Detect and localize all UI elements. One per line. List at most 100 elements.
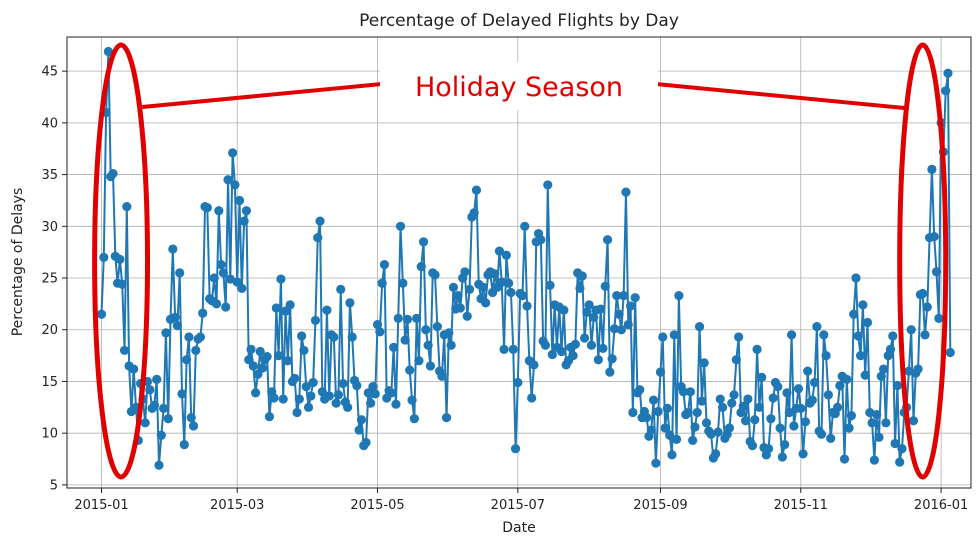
data-point bbox=[405, 365, 415, 375]
data-point bbox=[400, 335, 410, 345]
data-point bbox=[906, 325, 916, 335]
x-tick-label: 2015-09 bbox=[633, 498, 687, 513]
data-point bbox=[313, 233, 323, 243]
data-point bbox=[616, 325, 626, 335]
data-point bbox=[292, 407, 302, 418]
data-point bbox=[577, 271, 587, 281]
data-point bbox=[264, 412, 275, 422]
data-point bbox=[651, 458, 661, 468]
data-point bbox=[285, 300, 295, 310]
data-point bbox=[619, 291, 629, 301]
x-tick-label: 2015-05 bbox=[350, 498, 404, 513]
data-point bbox=[152, 374, 162, 384]
data-point bbox=[766, 414, 776, 424]
data-point bbox=[471, 185, 482, 195]
data-point bbox=[513, 377, 523, 388]
data-point bbox=[839, 454, 850, 464]
annotation-box bbox=[380, 62, 658, 110]
data-point bbox=[448, 282, 459, 292]
data-point bbox=[368, 382, 378, 392]
data-point bbox=[729, 390, 739, 400]
data-point bbox=[119, 345, 130, 356]
data-point bbox=[522, 301, 532, 311]
data-point bbox=[568, 351, 578, 361]
data-point bbox=[920, 330, 930, 340]
data-point bbox=[186, 413, 196, 423]
data-point bbox=[635, 385, 645, 395]
annotation-pointer-right bbox=[655, 82, 905, 110]
data-point bbox=[338, 378, 348, 389]
data-point bbox=[306, 391, 316, 401]
data-point bbox=[699, 358, 709, 368]
data-point bbox=[179, 439, 189, 450]
data-point bbox=[211, 299, 222, 309]
data-point bbox=[743, 394, 753, 404]
data-point bbox=[412, 313, 422, 323]
data-point bbox=[734, 332, 744, 342]
data-point bbox=[929, 232, 939, 242]
data-point bbox=[409, 414, 419, 424]
data-point bbox=[497, 277, 507, 287]
data-point bbox=[768, 393, 778, 403]
data-point bbox=[727, 398, 737, 408]
data-point bbox=[881, 418, 891, 428]
data-point bbox=[865, 407, 875, 418]
data-point bbox=[724, 423, 735, 433]
data-point bbox=[945, 347, 955, 358]
data-point bbox=[807, 395, 817, 405]
data-point bbox=[678, 387, 689, 397]
data-point bbox=[237, 283, 247, 293]
data-point bbox=[885, 344, 896, 354]
data-point bbox=[867, 418, 877, 428]
data-point bbox=[655, 367, 666, 377]
data-point bbox=[393, 313, 403, 323]
data-point bbox=[559, 305, 569, 315]
data-point bbox=[931, 267, 942, 277]
data-point bbox=[658, 332, 668, 342]
annotation-text: Holiday Season bbox=[415, 72, 623, 103]
data-point bbox=[425, 361, 436, 371]
chart-title: Percentage of Delayed Flights by Day bbox=[359, 11, 679, 31]
data-point bbox=[671, 434, 682, 444]
data-point bbox=[154, 460, 164, 470]
data-point bbox=[423, 340, 433, 350]
data-point bbox=[711, 449, 721, 459]
y-tick-label: 45 bbox=[41, 65, 58, 80]
data-point bbox=[170, 312, 180, 322]
data-point bbox=[846, 410, 856, 421]
data-point bbox=[464, 284, 475, 294]
data-point bbox=[239, 216, 249, 226]
data-point bbox=[218, 268, 229, 278]
data-point bbox=[294, 394, 304, 404]
data-point bbox=[731, 355, 741, 365]
data-point bbox=[858, 300, 868, 310]
data-point bbox=[669, 330, 679, 340]
data-point bbox=[278, 394, 288, 404]
data-point bbox=[356, 415, 367, 425]
data-point bbox=[182, 355, 192, 365]
data-point bbox=[308, 377, 318, 388]
data-point bbox=[391, 399, 401, 409]
data-point bbox=[395, 221, 406, 231]
data-point bbox=[713, 427, 723, 437]
plot-frame bbox=[66, 36, 972, 489]
data-point bbox=[188, 421, 199, 431]
data-point bbox=[527, 393, 537, 403]
data-point bbox=[853, 331, 863, 341]
data-point bbox=[283, 356, 293, 366]
data-point bbox=[163, 414, 173, 424]
data-point bbox=[508, 344, 518, 354]
data-point bbox=[688, 435, 698, 446]
highlight-ellipse-right bbox=[897, 42, 949, 480]
data-point bbox=[324, 391, 334, 401]
data-point bbox=[543, 180, 553, 190]
data-point bbox=[648, 395, 659, 405]
data-point bbox=[888, 331, 898, 341]
data-point bbox=[777, 452, 787, 462]
data-point bbox=[750, 415, 760, 425]
data-point bbox=[934, 313, 944, 323]
data-point bbox=[821, 351, 831, 361]
data-point bbox=[389, 342, 399, 352]
data-point bbox=[255, 346, 265, 357]
data-point bbox=[653, 406, 663, 417]
